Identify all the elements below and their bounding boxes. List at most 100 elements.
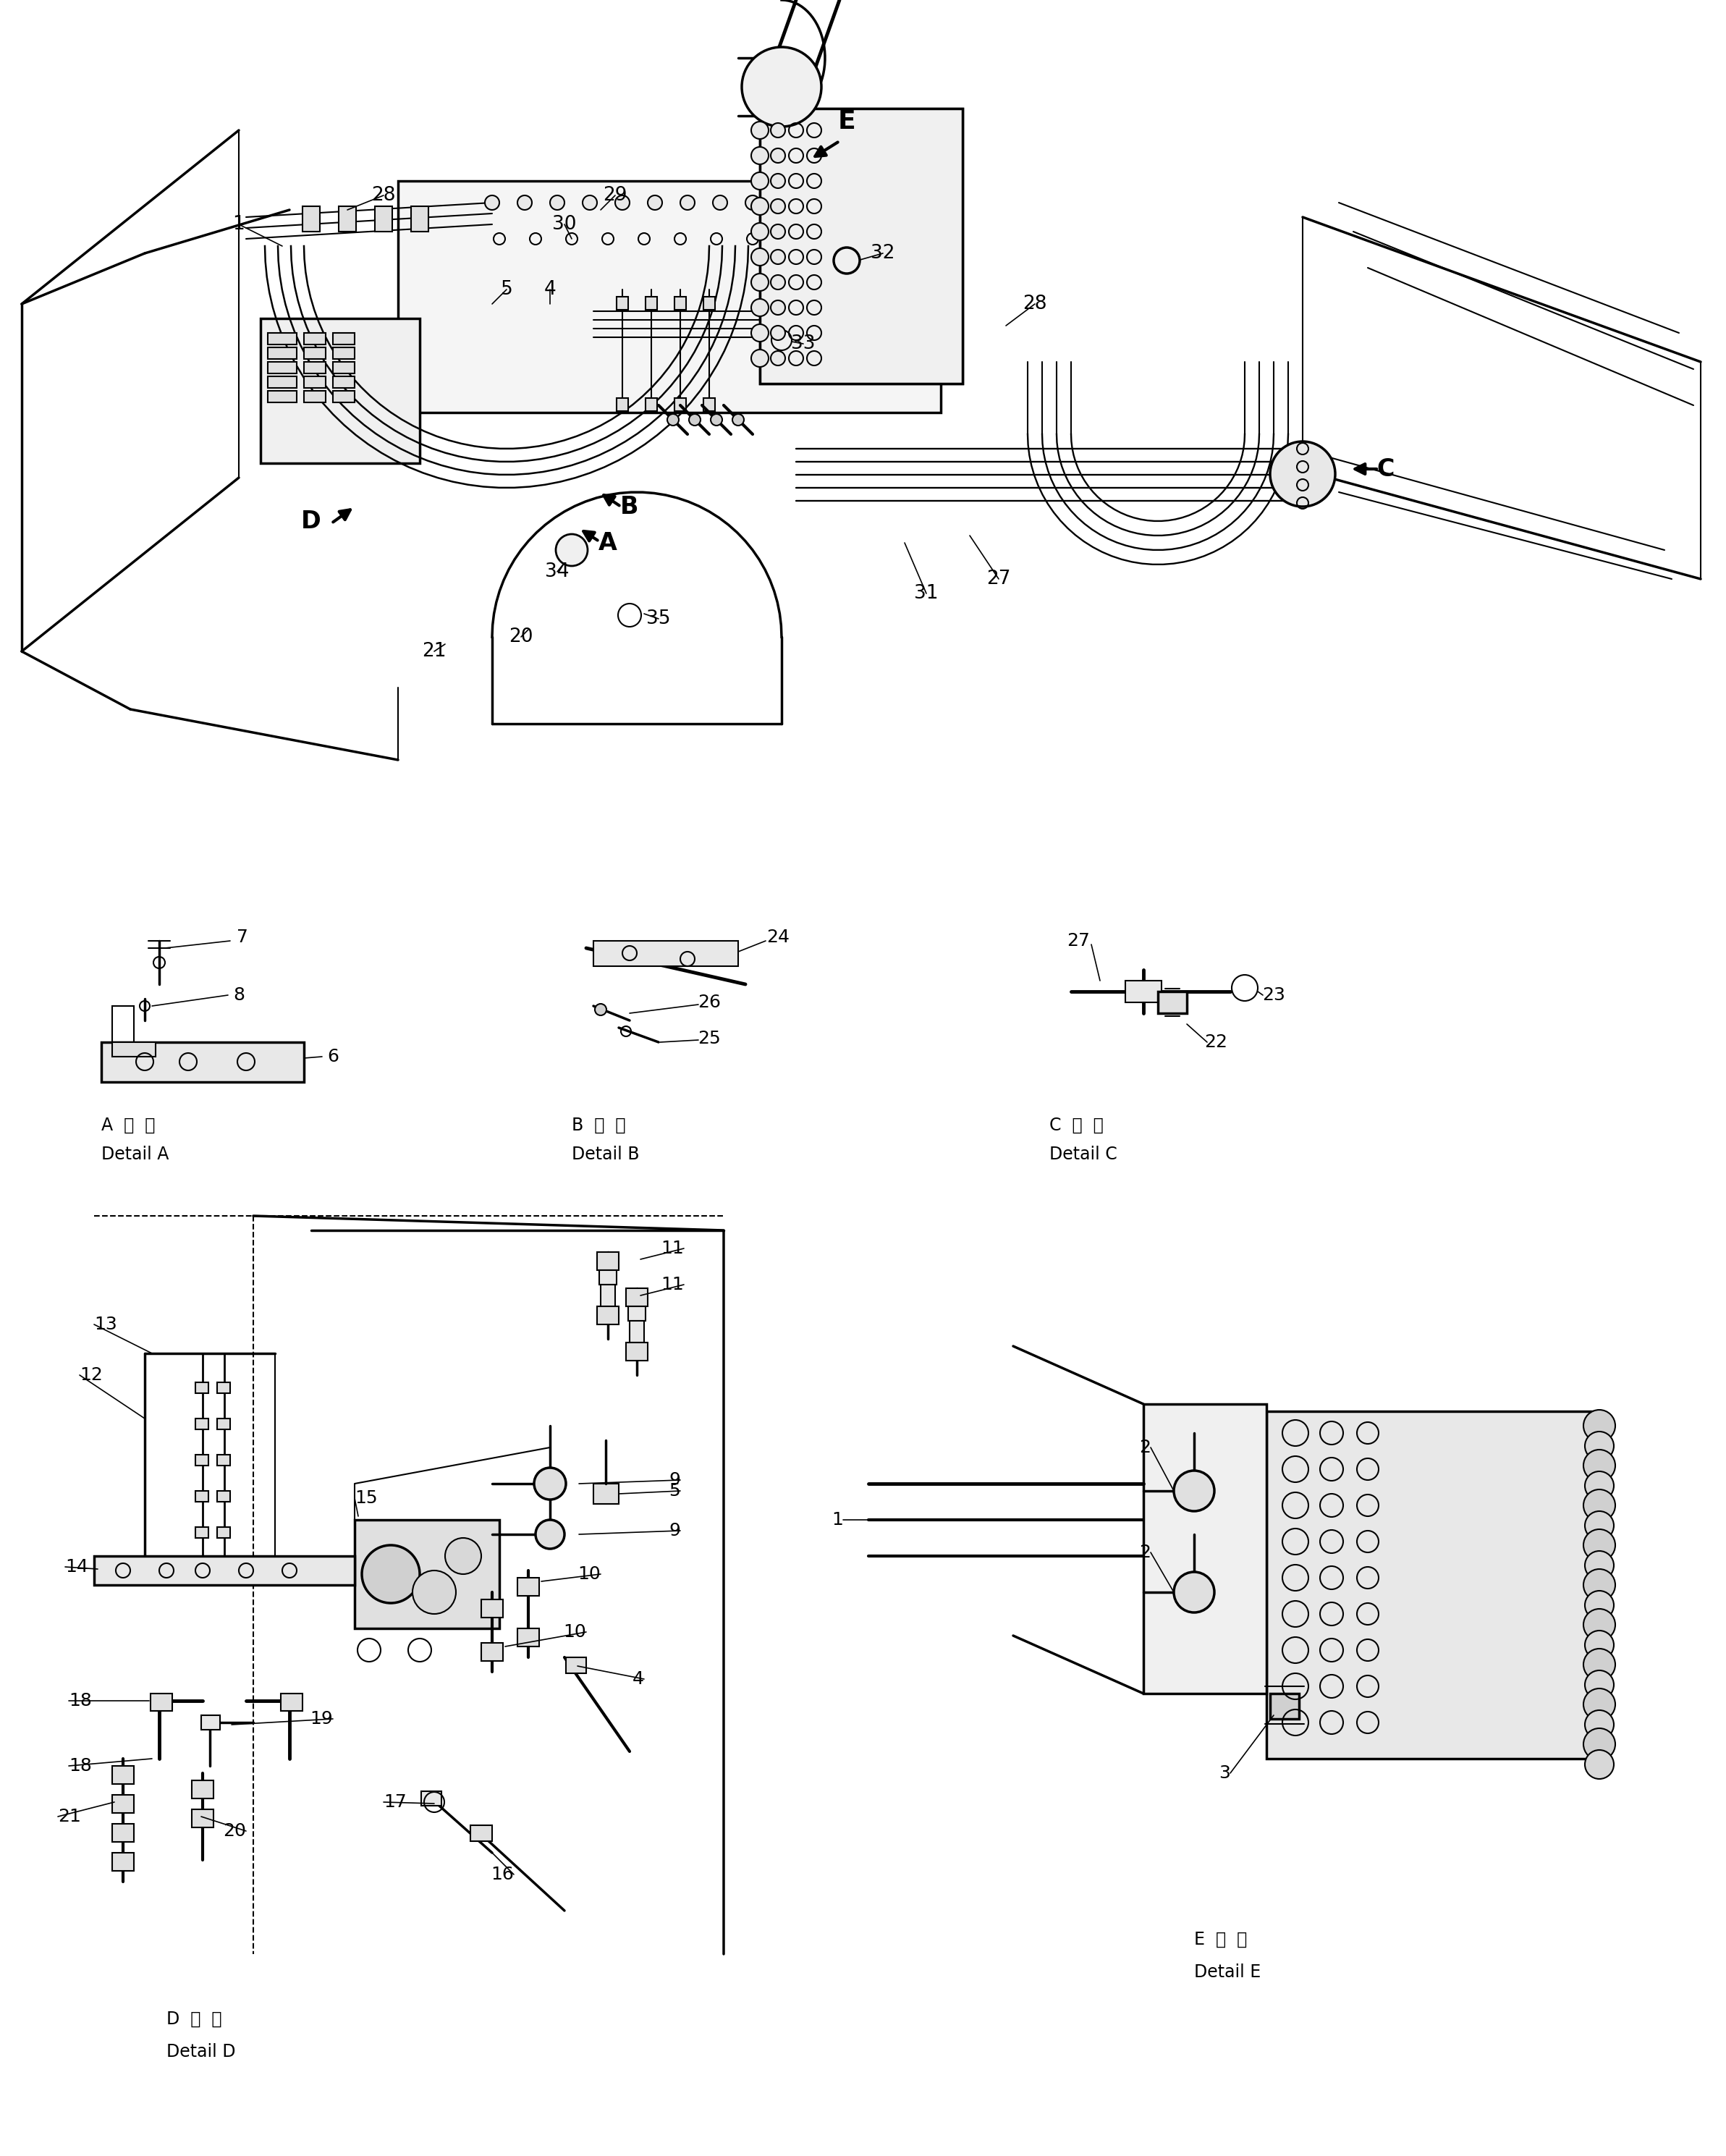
Bar <box>268 332 297 345</box>
Circle shape <box>595 1005 606 1015</box>
Bar <box>675 298 685 310</box>
Circle shape <box>751 172 768 190</box>
Text: 20: 20 <box>223 1822 247 1839</box>
Text: 23: 23 <box>1262 987 1286 1005</box>
Text: 3: 3 <box>1219 1764 1231 1781</box>
Circle shape <box>1584 1671 1614 1699</box>
Circle shape <box>518 196 532 209</box>
Bar <box>95 1557 354 1585</box>
Text: 7: 7 <box>236 929 249 946</box>
Circle shape <box>772 351 785 367</box>
Bar <box>594 940 739 966</box>
Bar <box>211 1559 235 1580</box>
Bar <box>411 207 428 231</box>
Text: 9: 9 <box>668 1470 680 1490</box>
Text: 22: 22 <box>1205 1033 1227 1050</box>
Bar <box>1158 992 1187 1013</box>
Circle shape <box>1584 1591 1614 1619</box>
Bar <box>217 1455 230 1466</box>
Circle shape <box>1583 1688 1616 1720</box>
Bar <box>304 332 326 345</box>
Bar <box>217 1526 230 1537</box>
Bar <box>150 1692 173 1712</box>
Circle shape <box>1583 1649 1616 1680</box>
Circle shape <box>751 198 768 216</box>
Circle shape <box>751 323 768 341</box>
Circle shape <box>834 248 860 274</box>
Bar <box>597 1253 618 1270</box>
Circle shape <box>751 222 768 239</box>
Circle shape <box>751 349 768 367</box>
Circle shape <box>583 196 597 209</box>
Text: A  詳  細: A 詳 細 <box>102 1117 155 1134</box>
Bar <box>759 108 963 384</box>
Bar <box>268 390 297 403</box>
Bar <box>302 207 319 231</box>
Bar <box>601 1285 614 1307</box>
Text: 26: 26 <box>697 994 721 1011</box>
Bar <box>482 1600 502 1617</box>
Text: 9: 9 <box>668 1522 680 1539</box>
Circle shape <box>647 196 663 209</box>
Circle shape <box>1584 1751 1614 1779</box>
Circle shape <box>1583 1729 1616 1759</box>
Text: 17: 17 <box>383 1794 407 1811</box>
Bar <box>304 347 326 358</box>
Bar <box>171 1559 195 1580</box>
Circle shape <box>1583 1449 1616 1481</box>
Bar <box>338 207 356 231</box>
Circle shape <box>772 175 785 188</box>
Circle shape <box>732 414 744 425</box>
Bar <box>112 1041 155 1056</box>
Bar <box>759 108 963 384</box>
Text: B  詳  細: B 詳 細 <box>571 1117 625 1134</box>
Circle shape <box>772 224 785 239</box>
Bar <box>195 1382 209 1393</box>
Text: 33: 33 <box>791 334 815 354</box>
Circle shape <box>445 1537 482 1574</box>
Bar <box>627 1343 647 1360</box>
Circle shape <box>680 196 696 209</box>
Text: 24: 24 <box>766 929 789 946</box>
Bar <box>375 207 392 231</box>
Text: 34: 34 <box>545 563 570 582</box>
Bar <box>268 347 297 358</box>
Text: 10: 10 <box>563 1623 587 1641</box>
Circle shape <box>711 414 721 425</box>
Circle shape <box>742 47 822 127</box>
Text: 27: 27 <box>1067 931 1089 949</box>
Text: 11: 11 <box>661 1240 683 1257</box>
Text: 21: 21 <box>423 642 447 660</box>
Bar <box>195 1419 209 1429</box>
Text: 31: 31 <box>915 584 939 604</box>
Text: 2: 2 <box>1139 1438 1151 1455</box>
Circle shape <box>1583 1608 1616 1641</box>
Bar <box>1270 1692 1300 1718</box>
Bar <box>354 1520 499 1628</box>
Text: A: A <box>599 530 618 554</box>
Bar <box>304 377 326 388</box>
Circle shape <box>413 1570 456 1615</box>
Circle shape <box>535 1520 564 1548</box>
Text: Detail E: Detail E <box>1194 1964 1262 1981</box>
Bar <box>112 1794 135 1813</box>
Bar <box>268 377 297 388</box>
Circle shape <box>1583 1529 1616 1561</box>
Text: C: C <box>1377 457 1395 481</box>
Bar <box>333 390 354 403</box>
Bar <box>304 362 326 373</box>
Bar <box>471 1826 492 1841</box>
Circle shape <box>713 196 727 209</box>
Circle shape <box>1174 1470 1215 1511</box>
Circle shape <box>1583 1570 1616 1602</box>
Bar <box>195 1526 209 1537</box>
Text: 32: 32 <box>872 244 896 263</box>
Text: 25: 25 <box>697 1031 721 1048</box>
Bar <box>195 1455 209 1466</box>
Bar <box>1125 981 1162 1003</box>
Text: 18: 18 <box>69 1692 91 1710</box>
Circle shape <box>772 123 785 138</box>
Text: 16: 16 <box>490 1865 514 1882</box>
Circle shape <box>1584 1630 1614 1660</box>
Bar <box>627 1289 647 1307</box>
